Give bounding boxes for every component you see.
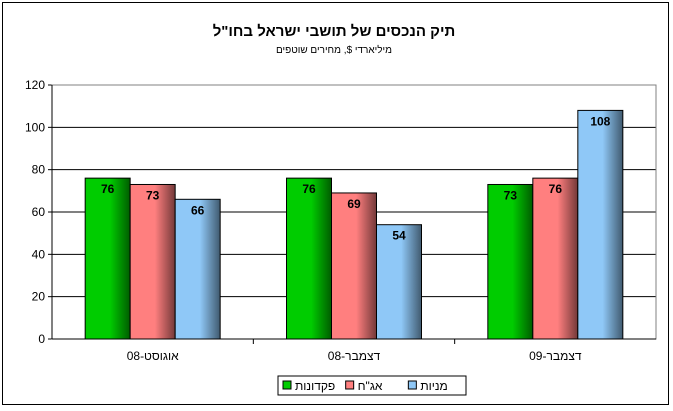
- data-label: 76: [302, 182, 316, 196]
- bar: [174, 198, 221, 340]
- plot-area: [84, 109, 624, 340]
- data-label: 54: [392, 229, 406, 243]
- legend-label: אג"ח: [358, 379, 383, 393]
- legend: פקדונות אג"ח מניות: [277, 375, 467, 396]
- data-label: 76: [549, 182, 563, 196]
- data-label: 73: [504, 188, 518, 202]
- bar: [487, 183, 534, 340]
- y-tick-label: 60: [32, 205, 46, 219]
- bar: [376, 224, 422, 340]
- axes: 0 20 40 60 80 100 120 אוגוסט-08 דצמבר-08 דצמבר-09: [25, 78, 657, 363]
- x-tick-label: דצמבר-09: [529, 349, 582, 363]
- legend-swatch: [407, 380, 417, 390]
- bar: [84, 177, 131, 340]
- bar: [129, 183, 176, 340]
- y-tick-label: 120: [25, 78, 45, 92]
- chart-subtitle: מיליארדי $, מחירים שוטפים: [276, 44, 392, 56]
- bar: [577, 109, 624, 340]
- y-tick-label: 0: [38, 332, 45, 346]
- data-label: 76: [101, 182, 115, 196]
- x-tick-label: אוגוסט-08: [127, 349, 179, 363]
- legend-label: מניות: [420, 379, 447, 393]
- y-tick-label: 100: [25, 120, 45, 134]
- x-tick-label: דצמבר-08: [328, 349, 381, 363]
- bar: [532, 177, 579, 340]
- data-labels: 76 73 66 76 69 54 73 76 108: [101, 114, 611, 242]
- y-tick-label: 40: [32, 247, 46, 261]
- legend-swatch: [282, 380, 292, 390]
- data-label: 66: [191, 203, 205, 217]
- y-tick-label: 80: [32, 163, 46, 177]
- bar: [331, 192, 377, 340]
- data-label: 69: [347, 197, 361, 211]
- legend-swatch: [345, 380, 355, 390]
- y-tick-label: 20: [32, 290, 46, 304]
- chart-title: תיק הנכסים של תושבי ישראל בחו"ל: [213, 23, 456, 40]
- legend-box: [277, 375, 467, 396]
- legend-label: פקדונות: [295, 379, 335, 393]
- bar: [286, 177, 332, 340]
- data-label: 108: [590, 114, 610, 128]
- data-label: 73: [146, 188, 160, 202]
